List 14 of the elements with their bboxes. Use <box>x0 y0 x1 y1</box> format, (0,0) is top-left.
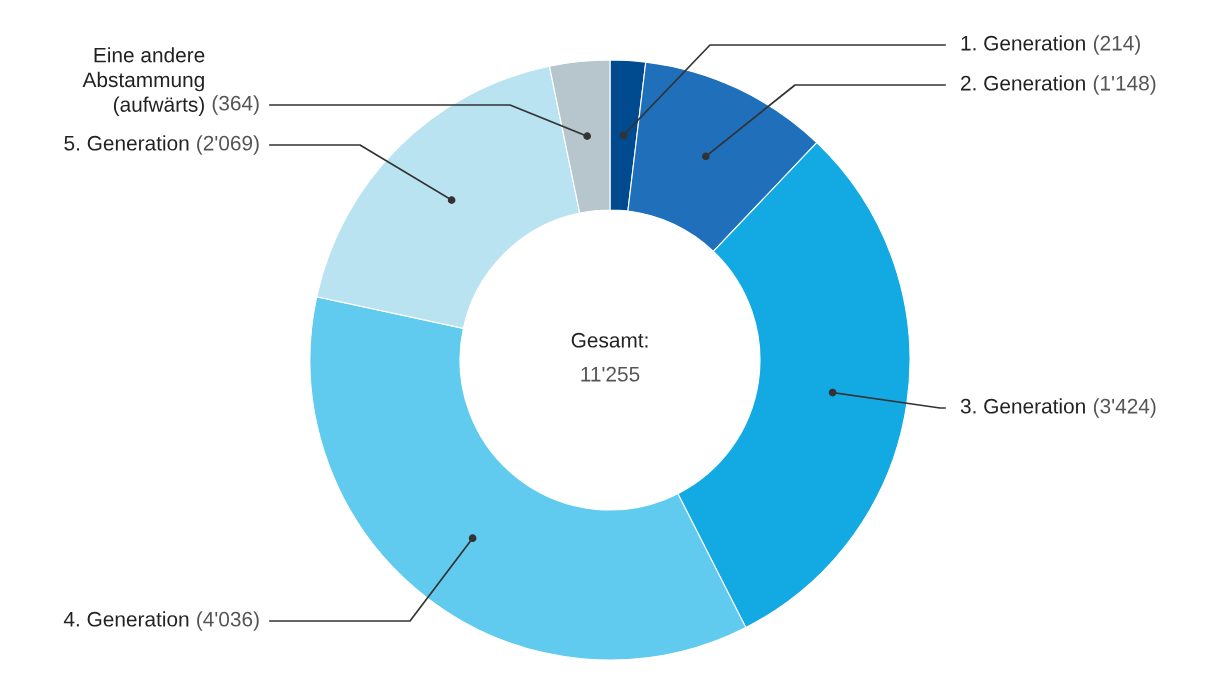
slice-label: 2. Generation <box>961 75 1085 91</box>
data-label: (2'069) <box>197 135 259 155</box>
data-label: (4'036) <box>197 611 259 631</box>
slice-label: Eine andere Abstammung (aufwärts) <box>82 47 205 116</box>
text: Gesamt: <box>571 332 648 348</box>
text: 11'255 <box>581 366 640 382</box>
slice-label: 1. Generation <box>961 35 1085 51</box>
slice-label: 4. Generation <box>63 611 189 627</box>
data-label: (1'148) <box>1093 75 1156 95</box>
data-label: (214) <box>1093 35 1140 55</box>
data-label: (3'424) <box>1093 398 1156 418</box>
slice-label: 5. Generation <box>64 135 189 151</box>
slice-label: 3. Generation <box>960 398 1085 414</box>
data-label: (364) <box>212 95 259 115</box>
